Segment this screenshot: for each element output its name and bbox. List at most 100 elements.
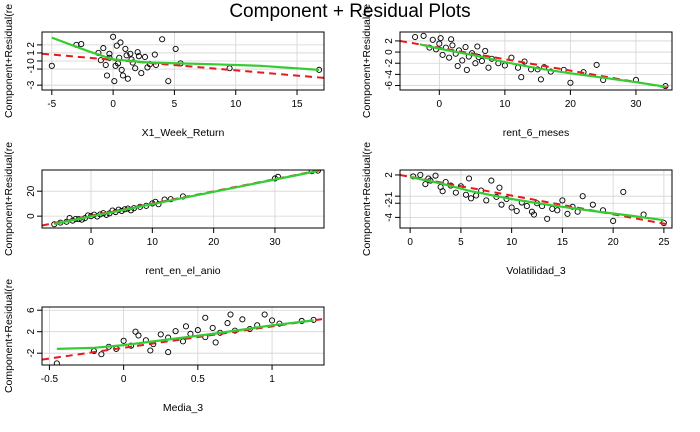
data-point — [465, 175, 473, 182]
y-axis-label: Component+Residual(re — [361, 4, 373, 118]
y-axis-label: Component+Residual(re — [3, 142, 15, 256]
data-point — [449, 42, 456, 49]
x-axis-label: Volatilidad_3 — [506, 265, 566, 277]
panel-2: 0 10 20 30 -6 -4 -2 0 2 rent_6_meses Component+Res… — [361, 4, 673, 139]
y-tick-label: -1 — [26, 64, 37, 73]
x-tick-label: 0 — [110, 99, 116, 110]
data-point — [478, 57, 485, 65]
data-point — [261, 311, 268, 318]
x-tick-label: 0 — [121, 374, 127, 385]
x-tick-label: 20 — [208, 237, 220, 248]
data-point — [135, 332, 142, 339]
data-point — [172, 328, 179, 335]
data-point — [124, 75, 131, 82]
data-point — [412, 33, 419, 41]
data-point — [110, 33, 117, 40]
panel-3: 0 10 20 30 0 20 rent_en_el_anio Component+Resid… — [3, 142, 325, 277]
data-point — [523, 203, 530, 210]
y-axis-label: Component+Residual(re — [3, 279, 15, 393]
data-point — [483, 197, 490, 204]
data-point — [212, 339, 219, 346]
x-tick-label: 1 — [269, 374, 275, 385]
data-point — [579, 193, 586, 200]
data-point — [589, 201, 596, 208]
plot-frame — [399, 169, 673, 229]
y-tick-label: 0 — [26, 213, 37, 219]
data-point — [508, 204, 515, 211]
y-axis-label: Component+Residual(re — [361, 142, 373, 256]
y-tick-label: -4 — [384, 70, 395, 79]
y-tick-label: -4 — [384, 213, 395, 222]
y-tick-label: 20 — [26, 185, 37, 197]
smooth-fit-line — [56, 319, 314, 350]
plot-frame — [41, 169, 325, 229]
data-point — [518, 74, 525, 81]
data-point — [436, 40, 443, 47]
x-axis-label: rent_en_el_anio — [145, 265, 220, 277]
data-point — [498, 201, 505, 208]
data-point — [537, 76, 544, 83]
x-tick-label: 10 — [499, 99, 511, 110]
data-point — [554, 207, 561, 214]
data-point — [53, 360, 60, 365]
x-tick-label: 10 — [230, 99, 242, 110]
data-point — [459, 57, 466, 64]
data-point — [78, 41, 85, 48]
data-point — [544, 215, 551, 222]
y-axis-label: Component+Residual(re — [3, 4, 15, 118]
data-point — [118, 66, 125, 73]
data-point — [446, 54, 453, 61]
data-point — [127, 50, 134, 57]
data-point — [488, 177, 495, 184]
panel-5: -0.5 0 0.5 1 -2 2 6 Media_3 Component+Residual(r… — [3, 279, 325, 414]
data-point — [432, 172, 439, 179]
data-point — [100, 45, 107, 52]
x-tick-label: 0 — [407, 237, 413, 248]
data-point — [159, 36, 166, 43]
y-tick-label: 0 — [26, 58, 37, 64]
x-tick-label: 0 — [88, 237, 94, 248]
data-point — [462, 44, 469, 51]
smooth-fit-line — [419, 43, 666, 88]
data-point — [567, 79, 574, 86]
x-tick-label: 20 — [608, 237, 620, 248]
data-point — [496, 184, 503, 191]
data-point — [141, 53, 149, 61]
smooth-fit-line — [51, 36, 320, 71]
data-point — [138, 70, 145, 77]
data-point — [132, 328, 139, 335]
plot-frame — [399, 31, 673, 91]
data-point — [429, 36, 436, 43]
y-tick-label: -2 — [384, 198, 395, 207]
x-tick-label: 0 — [437, 99, 443, 110]
data-point — [463, 66, 470, 73]
data-point — [437, 35, 444, 42]
data-point — [439, 188, 446, 195]
data-point — [513, 207, 520, 215]
data-point — [102, 61, 109, 69]
data-point — [422, 181, 429, 188]
data-point — [439, 51, 446, 58]
data-point — [97, 57, 104, 64]
data-point — [448, 36, 455, 43]
y-tick-label: -2 — [26, 348, 37, 357]
linear-fit-line — [400, 173, 672, 227]
y-tick-label: 2 — [384, 172, 395, 178]
figure-title: Component + Residual Plots — [229, 1, 470, 22]
x-tick-label: 25 — [658, 237, 670, 248]
x-tick-label: 10 — [506, 237, 518, 248]
x-tick-label: 5 — [172, 99, 178, 110]
data-point — [620, 188, 627, 195]
smooth-fit-line — [409, 176, 665, 222]
data-point — [117, 39, 124, 46]
y-tick-label: -3 — [26, 80, 37, 89]
smooth-fit-line — [54, 170, 319, 226]
data-point — [549, 205, 556, 212]
data-point — [48, 62, 55, 69]
data-point — [454, 62, 461, 70]
data-point — [474, 43, 481, 50]
data-point — [135, 53, 142, 60]
data-point — [202, 314, 209, 321]
x-tick-label: 15 — [291, 99, 303, 110]
data-point — [98, 351, 105, 358]
